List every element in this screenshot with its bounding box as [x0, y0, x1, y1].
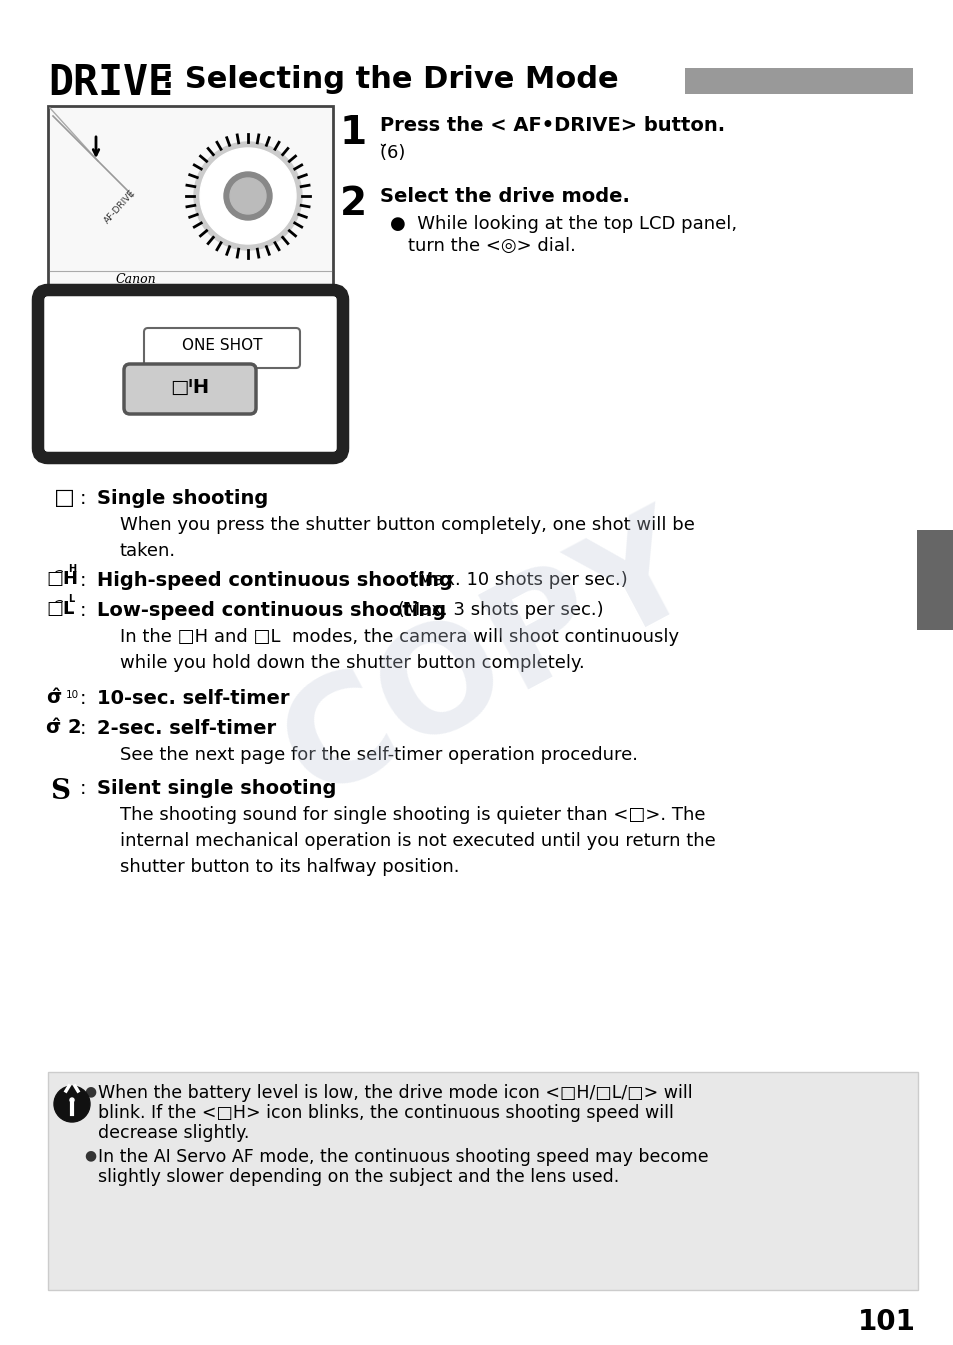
Text: Low-speed continuous shooting: Low-speed continuous shooting	[97, 601, 446, 620]
Bar	[48, 1072, 917, 1290]
Text: 10-sec. self-timer: 10-sec. self-timer	[97, 689, 289, 707]
Bar	[48, 106, 333, 291]
Text: (Max. 3 shots per sec.): (Max. 3 shots per sec.)	[392, 601, 603, 619]
Text: (Max. 10 shots per sec.): (Max. 10 shots per sec.)	[405, 572, 627, 589]
Text: COPY: COPY	[261, 494, 719, 826]
Text: shutter button to its halfway position.: shutter button to its halfway position.	[120, 858, 459, 876]
Text: slightly slower depending on the subject and the lens used.: slightly slower depending on the subject…	[98, 1167, 618, 1186]
Text: blink. If the <□H> icon blinks, the continuous shooting speed will: blink. If the <□H> icon blinks, the cont…	[98, 1104, 673, 1122]
Text: □҄L: □҄L	[46, 600, 74, 617]
Text: taken.: taken.	[120, 542, 176, 560]
Text: : Selecting the Drive Mode: : Selecting the Drive Mode	[162, 65, 618, 94]
Text: ●  While looking at the top LCD panel,: ● While looking at the top LCD panel,	[390, 215, 737, 233]
Circle shape	[224, 172, 272, 221]
Text: In the AI Servo AF mode, the continuous shooting speed may become: In the AI Servo AF mode, the continuous …	[98, 1149, 708, 1166]
Circle shape	[54, 1085, 90, 1122]
Text: □: □	[54, 488, 75, 508]
Circle shape	[70, 1098, 74, 1102]
Text: When you press the shutter button completely, one shot will be: When you press the shutter button comple…	[120, 516, 694, 534]
Text: :: :	[80, 689, 87, 707]
Text: decrease slightly.: decrease slightly.	[98, 1124, 249, 1142]
Text: When the battery level is low, the drive mode icon <□H/□L/□> will: When the battery level is low, the drive…	[98, 1084, 692, 1102]
Text: Canon: Canon	[116, 273, 156, 286]
Text: S: S	[50, 777, 70, 806]
Text: 2: 2	[339, 186, 367, 223]
Text: The shooting sound for single shooting is quieter than <□>. The: The shooting sound for single shooting i…	[120, 806, 705, 824]
Circle shape	[200, 148, 295, 243]
Text: :: :	[80, 720, 87, 738]
FancyBboxPatch shape	[38, 291, 343, 459]
Circle shape	[230, 178, 266, 214]
Text: See the next page for the self-timer operation procedure.: See the next page for the self-timer ope…	[120, 746, 638, 764]
Text: ●: ●	[84, 1149, 96, 1162]
Text: AF-DRIVE: AF-DRIVE	[103, 188, 137, 225]
Text: internal mechanical operation is not executed until you return the: internal mechanical operation is not exe…	[120, 833, 715, 850]
Text: L: L	[68, 594, 74, 604]
Text: □҄H: □҄H	[46, 570, 78, 588]
Text: 2-sec. self-timer: 2-sec. self-timer	[97, 720, 275, 738]
Text: H: H	[68, 564, 76, 574]
Text: DRIVE: DRIVE	[48, 62, 172, 104]
Text: :: :	[80, 779, 87, 798]
Text: turn the <◎> dial.: turn the <◎> dial.	[408, 237, 576, 256]
Text: while you hold down the shutter button completely.: while you hold down the shutter button c…	[120, 654, 584, 672]
Bar	[684, 69, 912, 94]
Text: :: :	[80, 601, 87, 620]
Text: 10: 10	[66, 690, 79, 699]
Text: 1: 1	[339, 114, 367, 152]
Bar	[916, 530, 953, 629]
Text: σ̂ 2: σ̂ 2	[46, 718, 82, 737]
Circle shape	[193, 143, 302, 250]
Text: (̆6): (̆6)	[379, 144, 405, 161]
FancyBboxPatch shape	[124, 364, 255, 414]
Text: ●: ●	[84, 1084, 96, 1098]
Text: □ᴵH: □ᴵH	[171, 378, 210, 397]
Text: In the □H and □L  modes, the camera will shoot continuously: In the □H and □L modes, the camera will …	[120, 628, 679, 646]
Text: :: :	[80, 572, 87, 590]
FancyBboxPatch shape	[144, 328, 299, 369]
Text: :: :	[80, 490, 87, 508]
Text: Silent single shooting: Silent single shooting	[97, 779, 336, 798]
Text: ONE SHOT: ONE SHOT	[182, 338, 262, 352]
Text: High-speed continuous shooting: High-speed continuous shooting	[97, 572, 453, 590]
Text: Single shooting: Single shooting	[97, 490, 268, 508]
Text: Select the drive mode.: Select the drive mode.	[379, 187, 629, 206]
Text: Press the < AF•DRIVE> button.: Press the < AF•DRIVE> button.	[379, 116, 724, 134]
Text: 101: 101	[857, 1307, 915, 1336]
Text: σ̂: σ̂	[46, 689, 61, 707]
